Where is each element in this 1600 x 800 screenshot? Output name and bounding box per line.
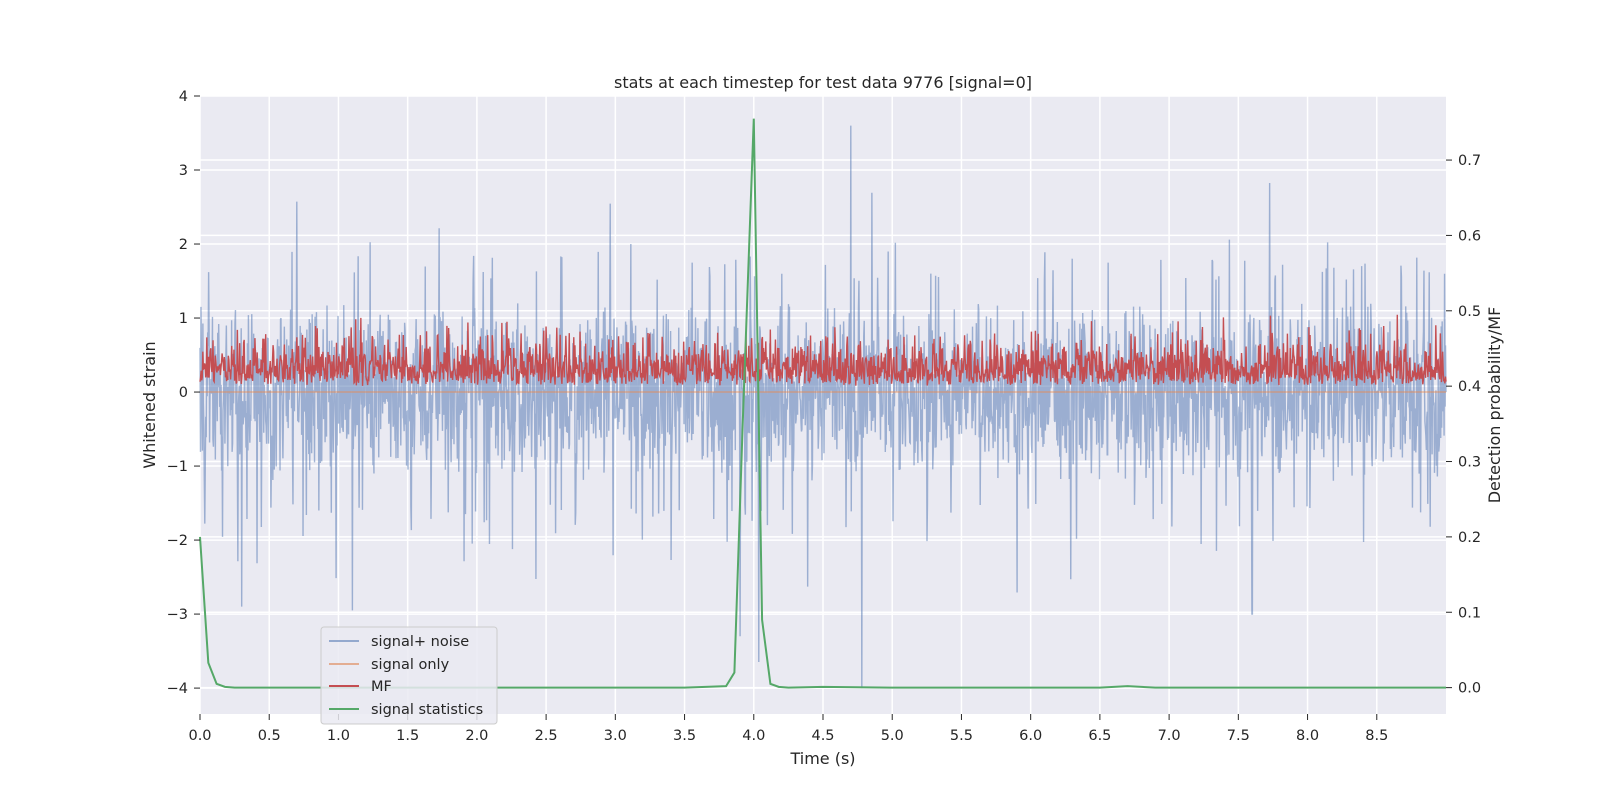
- legend-label-mf: MF: [371, 679, 392, 695]
- y2-tick-label: 0.4: [1458, 379, 1481, 395]
- y-tick-label: 1: [179, 311, 188, 327]
- x-tick-label: 3.5: [673, 728, 696, 744]
- series-signal-statistics: [199, 118, 1446, 689]
- x-tick-label: 6.0: [1019, 728, 1042, 744]
- y-tick-label: 2: [179, 237, 188, 253]
- y-tick-label: 4: [179, 89, 188, 105]
- x-tick-label: 4.5: [811, 728, 834, 744]
- y2-tick-label: 0.2: [1458, 530, 1481, 546]
- x-tick-label: 1.5: [396, 728, 419, 744]
- y2-tick-label: 0.5: [1458, 304, 1481, 320]
- series-mf: [199, 314, 1447, 386]
- y-tick-label: −3: [167, 607, 188, 623]
- axes-layer: 0.0 0.5 1.0 1.5 2.0 2.5 3.0 3.5 4.0 4.5 5.0 5.5 6.0 6…: [167, 89, 1481, 744]
- x-tick-label: 6.5: [1088, 728, 1111, 744]
- y2-tick-label: 0.1: [1458, 605, 1481, 621]
- x-tick-label: 7.5: [1227, 728, 1250, 744]
- y2-tick-label: 0.6: [1458, 228, 1481, 244]
- y2-tick-label: 0.7: [1458, 153, 1481, 169]
- y-tick-label: 0: [179, 385, 188, 401]
- x-tick-label: 8.5: [1365, 728, 1388, 744]
- x-tick-label: 2.0: [465, 728, 488, 744]
- y-axis-label: Whitened strain: [140, 341, 159, 468]
- legend-label-signal-statistics: signal statistics: [371, 702, 483, 718]
- legend-label-signal-noise: signal+ noise: [371, 634, 469, 650]
- x-tick-label: 4.0: [742, 728, 765, 744]
- y-tick-label: −1: [167, 459, 188, 475]
- y-tick-label: −2: [167, 533, 188, 549]
- x-axis-label: Time (s): [789, 749, 855, 768]
- legend-label-signal-only: signal only: [371, 657, 450, 673]
- y2-tick-label: 0.0: [1458, 681, 1481, 697]
- x-tick-label: 2.5: [535, 728, 558, 744]
- x-tick-label: 0.5: [258, 728, 281, 744]
- chart-title: stats at each timestep for test data 977…: [614, 73, 1032, 92]
- x-tick-label: 3.0: [604, 728, 627, 744]
- series-layer: [199, 118, 1447, 689]
- x-tick-label: 8.0: [1296, 728, 1319, 744]
- x-tick-label: 0.0: [188, 728, 211, 744]
- y2-tick-label: 0.3: [1458, 455, 1481, 471]
- legend: signal+ noise signal only MF signal stat…: [320, 626, 498, 725]
- x-tick-label: 1.0: [327, 728, 350, 744]
- series-signal-noise: [199, 125, 1447, 689]
- y-tick-label: −4: [167, 681, 188, 697]
- x-tick-label: 5.0: [881, 728, 904, 744]
- x-tick-label: 7.0: [1158, 728, 1181, 744]
- legend-box: [320, 626, 498, 725]
- y2-axis-label: Detection probability/MF: [1485, 307, 1504, 504]
- y-tick-label: 3: [179, 163, 188, 179]
- x-tick-label: 5.5: [950, 728, 973, 744]
